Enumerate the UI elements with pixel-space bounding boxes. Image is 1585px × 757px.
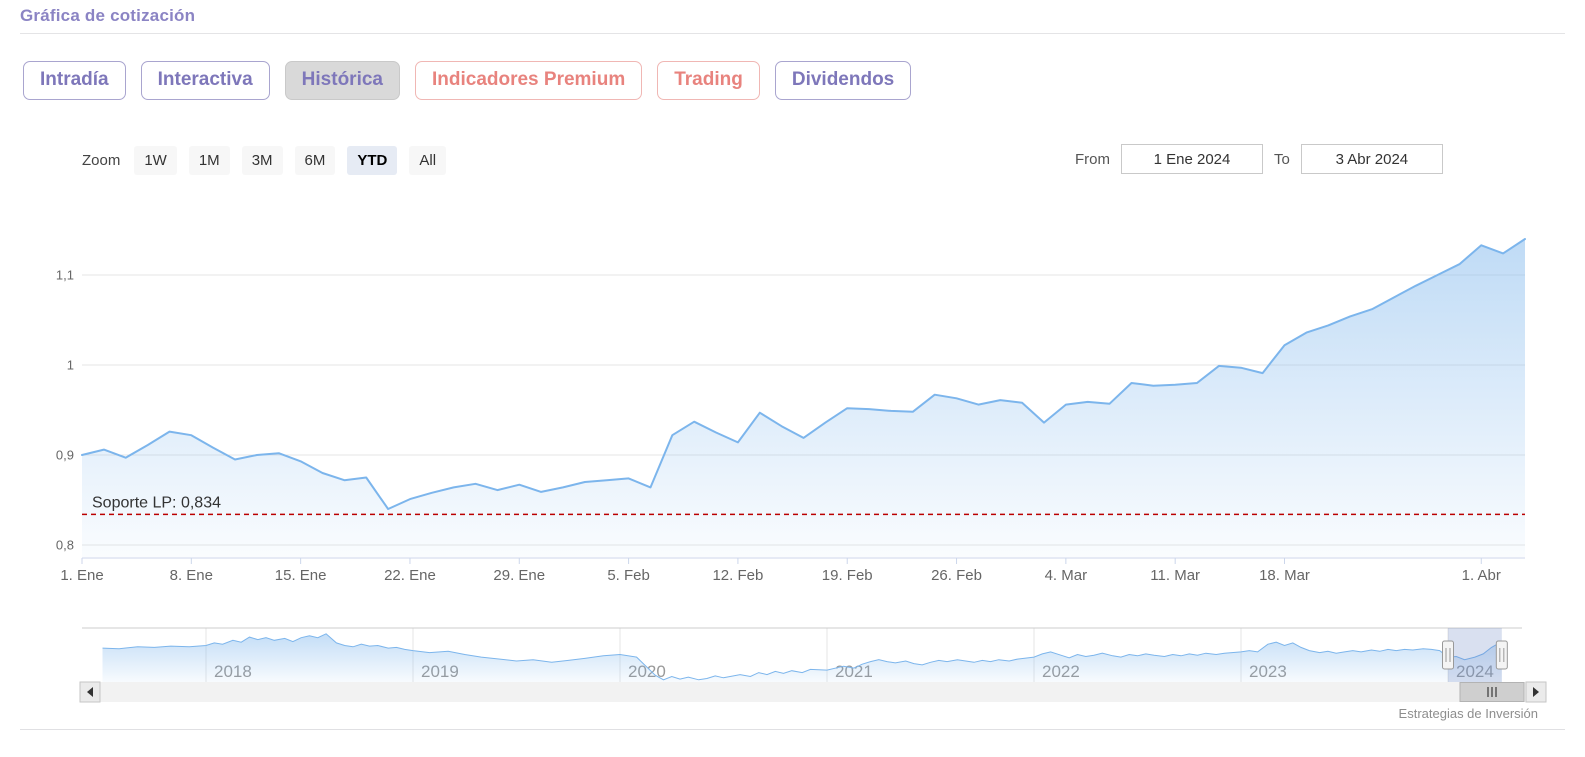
date-range-inputs: From To <box>1075 144 1443 174</box>
x-axis-label: 22. Ene <box>384 567 436 584</box>
tab-interactiva[interactable]: Interactiva <box>140 61 270 100</box>
price-area <box>82 239 1525 557</box>
chart-credit-link[interactable]: Estrategias de Inversión <box>1398 706 1538 721</box>
x-axis-label: 29. Ene <box>493 567 545 584</box>
page-title: Gráfica de cotización <box>20 6 196 25</box>
y-axis-label: 0,8 <box>56 538 74 553</box>
zoom-button-1w[interactable]: 1W <box>134 146 177 175</box>
x-axis-label: 26. Feb <box>931 567 982 584</box>
x-axis-label: 8. Ene <box>170 567 213 584</box>
x-axis-label: 11. Mar <box>1150 567 1200 584</box>
y-axis-label: 0,9 <box>56 448 74 463</box>
navigator-selected-range[interactable] <box>1448 628 1502 683</box>
x-axis-label: 12. Feb <box>712 567 763 584</box>
x-axis-label: 19. Feb <box>822 567 873 584</box>
zoom-label: Zoom <box>82 152 121 169</box>
navigator-line <box>102 633 1503 681</box>
zoom-button-1m[interactable]: 1M <box>188 146 230 175</box>
to-label: To <box>1274 150 1290 168</box>
x-axis-label: 15. Ene <box>275 567 327 584</box>
tab-indicadores-premium[interactable]: Indicadores Premium <box>414 61 643 100</box>
y-axis-label: 1,1 <box>56 268 74 283</box>
bottom-divider <box>20 729 1565 730</box>
tab-historica[interactable]: Histórica <box>284 61 400 100</box>
scrollbar-right-arrow[interactable] <box>1525 681 1547 703</box>
support-label: Soporte LP: 0,834 <box>92 494 221 511</box>
y-axis-label: 1 <box>67 358 74 373</box>
zoom-button-3m[interactable]: 3M <box>241 146 283 175</box>
x-axis-label: 18. Mar <box>1259 567 1310 584</box>
tab-trading[interactable]: Trading <box>657 61 760 100</box>
navigator-area <box>102 633 1502 683</box>
zoom-button-6m[interactable]: 6M <box>294 146 336 175</box>
chart-type-tabs: Intradía Interactiva Histórica Indicador… <box>23 61 912 100</box>
price-line <box>81 238 1526 510</box>
zoom-button-all[interactable]: All <box>409 146 447 175</box>
zoom-button-ytd[interactable]: YTD <box>347 146 398 175</box>
navigator-handle-right[interactable] <box>1495 640 1508 670</box>
from-label: From <box>1075 150 1110 168</box>
zoom-range-selector: Zoom 1W 1M 3M 6M YTD All <box>82 146 447 175</box>
from-date-input[interactable] <box>1121 144 1263 174</box>
tab-dividendos[interactable]: Dividendos <box>774 61 912 100</box>
navigator-handle-left[interactable] <box>1442 640 1454 670</box>
x-axis-label: 4. Mar <box>1045 567 1088 584</box>
scrollbar-thumb[interactable] <box>1459 682 1525 702</box>
x-axis-label: 1. Ene <box>60 567 103 584</box>
tab-intradia[interactable]: Intradía <box>23 61 126 100</box>
title-divider <box>20 33 1565 34</box>
to-date-input[interactable] <box>1300 144 1443 174</box>
x-axis-label: 5. Feb <box>607 567 650 584</box>
x-axis-label: 1. Abr <box>1462 567 1501 584</box>
scrollbar-track[interactable] <box>80 682 1546 702</box>
scrollbar-left-arrow[interactable] <box>79 681 101 703</box>
